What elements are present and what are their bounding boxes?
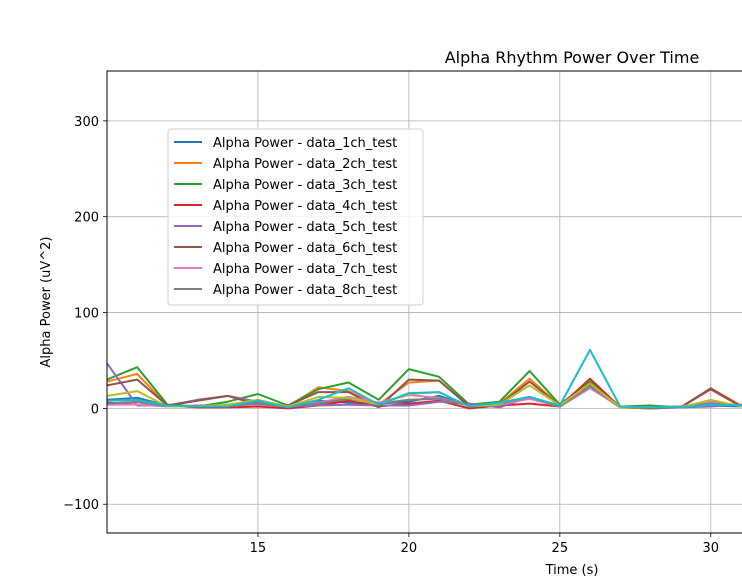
legend-label: Alpha Power - data_1ch_test (213, 136, 397, 151)
x-tick-label: 30 (703, 541, 720, 556)
legend-label: Alpha Power - data_5ch_test (213, 220, 397, 235)
y-tick-label: 200 (74, 211, 99, 226)
x-tick-label: 20 (401, 541, 418, 556)
axis-ticks: 15 20 25 30 −100 0 100 200 300 (63, 115, 719, 556)
y-axis-label: Alpha Power (uV^2) (39, 237, 54, 368)
x-tick-label: 15 (250, 541, 267, 556)
legend-label: Alpha Power - data_7ch_test (213, 262, 397, 277)
y-tick-label: 100 (74, 307, 99, 322)
series-lines (107, 348, 742, 410)
y-tick-label: 0 (91, 402, 99, 417)
legend-frame (167, 128, 424, 306)
legend-label: Alpha Power - data_4ch_test (213, 199, 397, 214)
axes-frame (106, 70, 742, 534)
legend-label: Alpha Power - data_6ch_test (213, 241, 397, 256)
series-line-10 (107, 348, 742, 409)
y-tick-label: 300 (74, 115, 99, 130)
legend-label: Alpha Power - data_2ch_test (213, 157, 397, 172)
legend-label: Alpha Power - data_3ch_test (213, 178, 397, 193)
x-axis-label: Time (s) (545, 563, 599, 578)
y-tick-label: −100 (63, 498, 99, 513)
x-tick-label: 25 (552, 541, 569, 556)
legend-label: Alpha Power - data_8ch_test (213, 283, 397, 298)
legend: Alpha Power - data_1ch_test Alpha Power -… (167, 128, 424, 306)
chart-title: Alpha Rhythm Power Over Time (445, 48, 700, 67)
